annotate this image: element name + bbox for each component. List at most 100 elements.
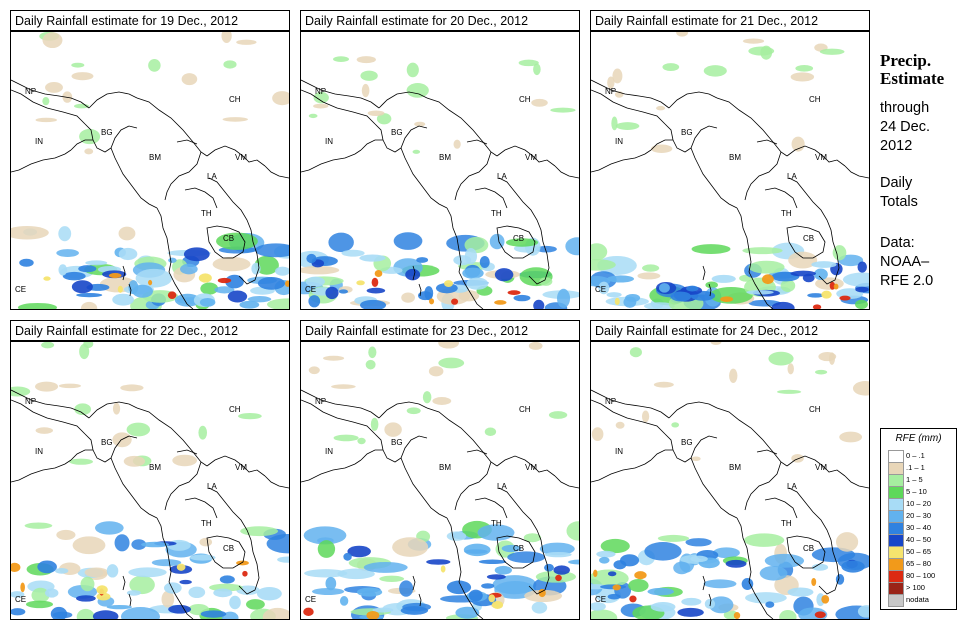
sidebar-data-line1: Data: xyxy=(880,235,915,251)
map-canvas: NP IN BG BM CH VM LA TH CB CE xyxy=(11,342,289,619)
legend-label: 1 – 5 xyxy=(906,475,923,484)
country-label: CH xyxy=(229,95,241,104)
country-boundaries xyxy=(11,79,289,309)
country-label: VM xyxy=(235,153,247,162)
country-label: IN xyxy=(35,137,43,146)
country-label: LA xyxy=(207,482,217,491)
rainfall-panel: Daily Rainfall estimate for 20 Dec., 201… xyxy=(300,10,580,310)
country-label: CE xyxy=(595,595,606,604)
sidebar-data-source: Data: NOAA– RFE 2.0 xyxy=(880,234,933,291)
rainfall-panel: Daily Rainfall estimate for 21 Dec., 201… xyxy=(590,10,870,310)
legend-item: 50 – 65 xyxy=(888,546,954,559)
country-label: LA xyxy=(497,172,507,181)
country-label: LA xyxy=(497,482,507,491)
map-canvas: NP IN BG BM CH VM LA TH CB CE xyxy=(301,56,579,309)
country-label: BG xyxy=(391,438,403,447)
sidebar-heading: Precip. Estimate xyxy=(880,52,944,88)
country-label: CH xyxy=(519,95,531,104)
legend-item: 40 – 50 xyxy=(888,534,954,547)
country-label: TH xyxy=(491,209,502,218)
map-canvas: NP IN BG BM CH VM LA TH CB CE xyxy=(591,342,869,619)
country-label: CH xyxy=(229,405,241,414)
country-label: BG xyxy=(391,128,403,137)
legend-item: 20 – 30 xyxy=(888,510,954,523)
legend-item: .1 – 1 xyxy=(888,462,954,475)
legend-item: 65 – 80 xyxy=(888,558,954,571)
rainfall-map: NP IN BG BM CH VM LA TH CB CE xyxy=(590,31,870,310)
country-boundaries xyxy=(591,79,869,309)
country-label: CB xyxy=(803,234,814,243)
rainfall-map: NP IN BG BM CH VM LA TH CB CE xyxy=(300,341,580,620)
country-label: CE xyxy=(305,285,316,294)
country-label: VM xyxy=(525,463,537,472)
country-label: BG xyxy=(101,438,113,447)
rfe-legend: RFE (mm) 0 – .1 .1 – 1 1 – 5 5 – 10 10 – 20 2… xyxy=(880,428,957,610)
legend-label: 10 – 20 xyxy=(906,499,932,508)
legend-item: 30 – 40 xyxy=(888,522,954,535)
country-label: BM xyxy=(729,153,741,162)
rainfall-field xyxy=(591,32,869,309)
country-label: BM xyxy=(149,153,161,162)
country-label: BM xyxy=(439,153,451,162)
map-canvas: NP IN BG BM CH VM LA TH CB CE xyxy=(591,32,869,309)
country-label: CB xyxy=(513,544,524,553)
country-label: NP xyxy=(315,87,326,96)
legend-item: 0 – .1 xyxy=(888,450,954,463)
country-label: LA xyxy=(787,482,797,491)
country-label: BG xyxy=(681,438,693,447)
country-label: CB xyxy=(803,544,814,553)
country-label: IN xyxy=(325,137,333,146)
rainfall-field xyxy=(11,342,289,619)
rainfall-map: NP IN BG BM CH VM LA TH CB CE xyxy=(10,31,290,310)
legend-title: RFE (mm) xyxy=(895,433,942,444)
rainfall-field xyxy=(591,342,869,619)
country-label: CH xyxy=(809,405,821,414)
country-label: CE xyxy=(305,595,316,604)
country-label: BM xyxy=(729,463,741,472)
country-label: CB xyxy=(223,234,234,243)
country-label: LA xyxy=(207,172,217,181)
legend-item: nodata xyxy=(888,594,954,607)
sidebar-through: through 24 Dec. 2012 xyxy=(880,99,930,156)
rainfall-map: NP IN BG BM CH VM LA TH CB CE xyxy=(300,31,580,310)
sidebar-heading-line1: Precip. xyxy=(880,51,932,70)
rainfall-map: NP IN BG BM CH VM LA TH CB CE xyxy=(10,341,290,620)
legend-item: > 100 xyxy=(888,582,954,595)
country-label: NP xyxy=(605,87,616,96)
country-label: CE xyxy=(595,285,606,294)
country-label: IN xyxy=(325,447,333,456)
country-label: CH xyxy=(809,95,821,104)
country-label: TH xyxy=(201,519,212,528)
map-canvas: NP IN BG BM CH VM LA TH CB CE xyxy=(301,342,579,619)
country-label: CE xyxy=(15,595,26,604)
legend-item: 1 – 5 xyxy=(888,474,954,487)
sidebar-date-line2: 2012 xyxy=(880,138,913,154)
country-label: TH xyxy=(201,209,212,218)
panel-title: Daily Rainfall estimate for 19 Dec., 201… xyxy=(10,10,290,31)
country-label: LA xyxy=(787,172,797,181)
legend-item: 5 – 10 xyxy=(888,486,954,499)
sidebar-data-line3: RFE 2.0 xyxy=(880,273,934,289)
country-label: BM xyxy=(439,463,451,472)
country-label: NP xyxy=(25,87,36,96)
country-label: CE xyxy=(15,285,26,294)
panel-title: Daily Rainfall estimate for 24 Dec., 201… xyxy=(590,320,870,341)
country-label: TH xyxy=(781,519,792,528)
country-label: VM xyxy=(525,153,537,162)
legend-item: 10 – 20 xyxy=(888,498,954,511)
legend-label: 65 – 80 xyxy=(906,559,932,568)
country-label: VM xyxy=(815,153,827,162)
country-label: CH xyxy=(519,405,531,414)
rainfall-map: NP IN BG BM CH VM LA TH CB CE xyxy=(590,341,870,620)
legend-label: 50 – 65 xyxy=(906,547,932,556)
legend-label: 40 – 50 xyxy=(906,535,932,544)
country-boundaries xyxy=(301,79,579,309)
map-canvas: NP IN BG BM CH VM LA TH CB CE xyxy=(11,32,289,309)
country-label: TH xyxy=(781,209,792,218)
sidebar-totals-line2: Totals xyxy=(880,194,918,210)
panel-title: Daily Rainfall estimate for 21 Dec., 201… xyxy=(590,10,870,31)
legend-label: 20 – 30 xyxy=(906,511,932,520)
country-label: IN xyxy=(615,137,623,146)
legend-label: nodata xyxy=(906,595,929,604)
rainfall-panel: Daily Rainfall estimate for 24 Dec., 201… xyxy=(590,320,870,620)
